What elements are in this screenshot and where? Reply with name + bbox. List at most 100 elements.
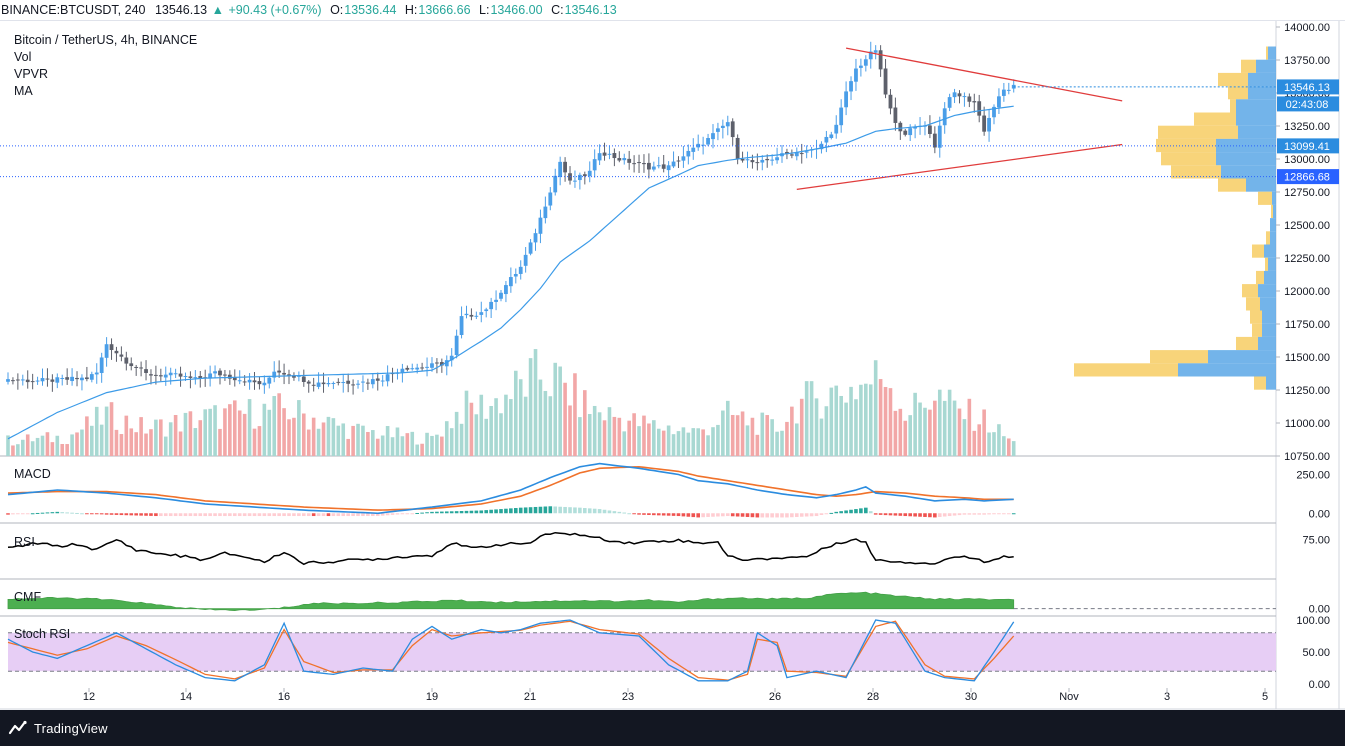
volume-bar <box>721 410 725 456</box>
candle-body <box>361 381 365 383</box>
macd-histogram-bar <box>282 513 286 517</box>
cmf-label[interactable]: CMF <box>14 590 42 604</box>
macd-histogram-bar <box>228 513 232 517</box>
volume-bar <box>523 396 528 456</box>
candle-body <box>218 370 222 376</box>
candle-body <box>799 153 804 155</box>
vpvr-down-bar <box>1256 270 1264 285</box>
stoch-rsi-label[interactable]: Stoch RSI <box>14 627 71 641</box>
vpvr-down-bar <box>1246 297 1260 311</box>
legend-vol[interactable]: Vol <box>14 50 32 64</box>
volume-bar <box>992 432 996 456</box>
candle-body <box>691 147 696 152</box>
candle-body <box>247 379 252 383</box>
volume-bar <box>686 432 691 456</box>
macd-histogram-bar <box>888 513 893 516</box>
volume-bar <box>864 383 868 456</box>
low-label: L: <box>479 3 490 17</box>
macd-histogram-bar <box>597 509 602 514</box>
macd-histogram-bar <box>780 513 784 518</box>
macd-histogram-bar <box>168 513 173 517</box>
rsi-label[interactable]: RSI <box>14 535 35 549</box>
price-tick-label: 11500.00 <box>1285 352 1330 364</box>
volume-bar <box>755 434 760 456</box>
tradingview-logo[interactable]: TradingView <box>8 720 108 736</box>
volume-bar <box>159 419 163 456</box>
macd-label[interactable]: MACD <box>14 467 51 481</box>
volume-bar <box>597 412 602 456</box>
vpvr-down-bar <box>1242 284 1258 298</box>
macd-histogram-bar <box>725 513 730 517</box>
volume-bar <box>163 436 168 456</box>
macd-histogram-bar <box>937 513 942 517</box>
macd-histogram-bar <box>987 513 991 515</box>
volume-bar <box>109 402 114 456</box>
macd-histogram-bar <box>356 513 360 517</box>
volume-bar <box>661 430 666 456</box>
candle-body <box>804 151 809 153</box>
macd-histogram-bar <box>691 513 696 518</box>
volume-bar <box>366 431 370 456</box>
price-change: +90.43 (+0.67%) <box>228 3 322 17</box>
candle-body <box>582 174 587 177</box>
vpvr-down-bar <box>1266 46 1268 60</box>
volume-bar <box>642 415 646 456</box>
symbol-name[interactable]: BINANCE:BTCUSDT, 240 <box>1 3 146 17</box>
volume-bar <box>346 438 350 456</box>
candle-body <box>617 158 622 161</box>
candle-body <box>435 362 439 364</box>
candle-body <box>25 379 30 383</box>
macd-histogram-bar <box>612 511 617 514</box>
vpvr-up-bar <box>1266 376 1276 390</box>
macd-histogram-bar <box>287 513 291 517</box>
volume-bar <box>903 420 908 456</box>
candle-body <box>484 309 489 312</box>
candle-body <box>858 65 863 68</box>
candle-body <box>301 376 306 382</box>
price-chart[interactable]: 14000.0013750.0013500.0013250.0013000.00… <box>0 21 1345 710</box>
candle-body <box>597 153 602 161</box>
candle-body <box>104 344 109 358</box>
candle-body <box>55 377 60 383</box>
candle-body <box>499 292 503 299</box>
volume-bar <box>454 411 459 456</box>
macd-histogram-bar <box>454 511 459 514</box>
macd-histogram-bar <box>75 512 79 514</box>
volume-bar <box>336 425 341 456</box>
candle-body <box>730 121 735 138</box>
volume-bar <box>499 413 503 456</box>
volume-bar <box>592 405 597 456</box>
volume-bar <box>548 396 553 456</box>
macd-histogram-bar <box>583 508 587 514</box>
macd-histogram-bar <box>435 511 439 514</box>
macd-histogram-bar <box>972 513 977 515</box>
vpvr-down-bar <box>1266 231 1270 245</box>
legend-vpvr[interactable]: VPVR <box>14 67 49 81</box>
price-tick-label: 12000.00 <box>1284 286 1330 298</box>
volume-bar <box>149 429 153 456</box>
legend-ma[interactable]: MA <box>14 84 33 98</box>
volume-bar <box>277 393 281 456</box>
volume-bar <box>859 384 863 456</box>
candle-body <box>651 166 656 170</box>
candle-body <box>11 380 15 382</box>
macd-histogram-bar <box>400 513 405 515</box>
macd-histogram-bar <box>785 513 789 518</box>
volume-bar <box>65 444 69 456</box>
macd-histogram-bar <box>139 513 143 516</box>
macd-histogram-bar <box>336 513 341 517</box>
candle-body <box>577 174 582 181</box>
macd-histogram-bar <box>252 513 257 517</box>
macd-histogram-bar <box>844 510 848 514</box>
candle-body <box>839 107 844 126</box>
volume-bar <box>701 429 705 456</box>
macd-histogram-bar <box>223 513 227 517</box>
candle-body <box>1006 89 1011 91</box>
volume-bar <box>528 358 533 456</box>
candle-body <box>789 154 794 156</box>
legend-title[interactable]: Bitcoin / TetherUS, 4h, BINANCE <box>14 33 198 47</box>
symbol-header: BINANCE:BTCUSDT, 240 13546.13 ▲ +90.43 (… <box>0 0 1345 21</box>
candle-body <box>267 377 272 384</box>
candle-body <box>99 357 104 373</box>
candle-body <box>607 153 612 155</box>
